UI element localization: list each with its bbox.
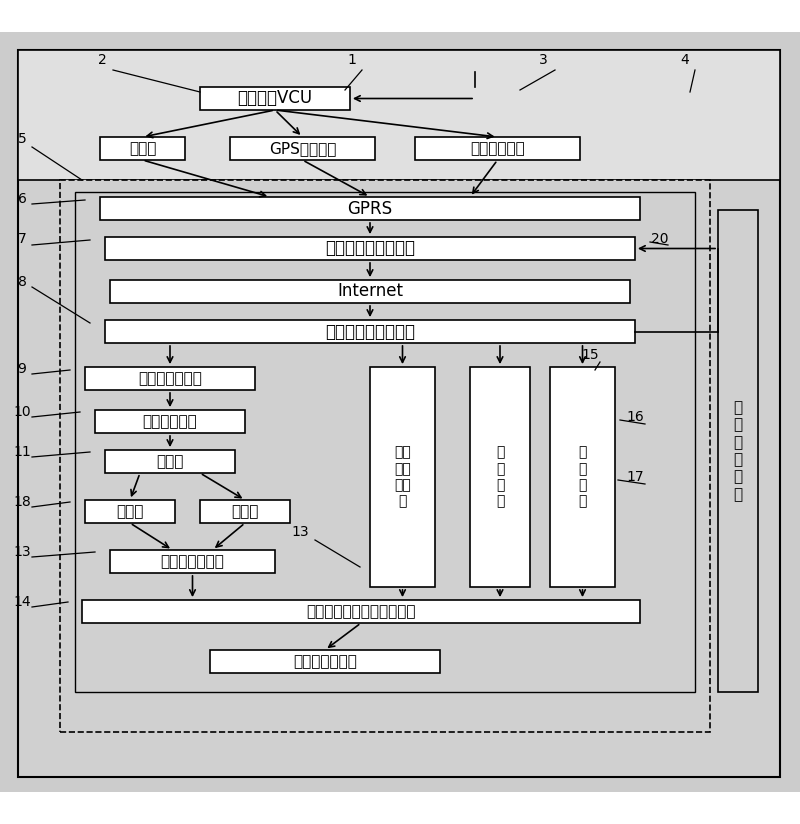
Text: 知识库管理模块: 知识库管理模块 bbox=[161, 554, 225, 569]
Bar bbox=[105, 450, 235, 473]
Bar bbox=[75, 192, 695, 692]
Text: 2: 2 bbox=[98, 53, 106, 67]
Bar bbox=[105, 237, 635, 260]
Text: 3: 3 bbox=[538, 53, 547, 67]
Text: 9: 9 bbox=[18, 362, 26, 376]
Bar bbox=[105, 320, 635, 343]
Text: Internet: Internet bbox=[337, 283, 403, 301]
Bar bbox=[415, 137, 580, 160]
Text: 20: 20 bbox=[651, 232, 669, 246]
Text: 车辆状态信号: 车辆状态信号 bbox=[470, 141, 525, 156]
Text: 13: 13 bbox=[291, 525, 309, 539]
Text: 16: 16 bbox=[626, 410, 644, 424]
Text: 6: 6 bbox=[18, 192, 26, 206]
Text: 数据库: 数据库 bbox=[156, 454, 184, 469]
Bar bbox=[370, 367, 435, 587]
Text: 8: 8 bbox=[18, 275, 26, 289]
Bar bbox=[85, 500, 175, 523]
Bar bbox=[110, 280, 630, 303]
Bar bbox=[110, 550, 275, 573]
Bar bbox=[95, 410, 245, 433]
Text: 电动汽车VCU: 电动汽车VCU bbox=[238, 90, 313, 107]
Text: 14: 14 bbox=[13, 595, 31, 609]
Bar bbox=[200, 500, 290, 523]
Text: 11: 11 bbox=[13, 445, 31, 459]
Text: 1: 1 bbox=[347, 53, 357, 67]
Text: 故障码: 故障码 bbox=[129, 141, 156, 156]
Text: 异地远程服务工作站: 异地远程服务工作站 bbox=[325, 240, 415, 258]
Bar bbox=[18, 50, 780, 180]
Text: 4: 4 bbox=[681, 53, 690, 67]
Bar bbox=[718, 210, 758, 692]
Text: 本地远程服务工作站: 本地远程服务工作站 bbox=[325, 322, 415, 340]
Text: 人一一机交互实时监控系统: 人一一机交互实时监控系统 bbox=[306, 604, 416, 619]
Text: 10: 10 bbox=[13, 405, 31, 419]
Bar bbox=[470, 367, 530, 587]
Text: 远
程
服
务
中
心: 远 程 服 务 中 心 bbox=[734, 400, 742, 502]
Text: 技术支持工程师: 技术支持工程师 bbox=[293, 654, 357, 669]
Text: GPS定位信号: GPS定位信号 bbox=[269, 141, 336, 156]
Text: 推理机: 推理机 bbox=[116, 504, 144, 519]
Text: 远
程
示
教: 远 程 示 教 bbox=[578, 446, 586, 508]
Bar bbox=[550, 367, 615, 587]
Bar bbox=[82, 600, 640, 623]
Text: 远程诊断服务器: 远程诊断服务器 bbox=[138, 371, 202, 386]
Text: 预判
断状
态提
醒: 预判 断状 态提 醒 bbox=[394, 446, 411, 508]
Text: 15: 15 bbox=[581, 348, 599, 362]
Bar bbox=[85, 367, 255, 390]
Text: 数据处理模块: 数据处理模块 bbox=[142, 414, 198, 429]
Bar bbox=[210, 650, 440, 673]
Text: 18: 18 bbox=[13, 495, 31, 509]
Bar bbox=[230, 137, 375, 160]
Bar bbox=[100, 197, 640, 220]
Text: GPRS: GPRS bbox=[347, 199, 393, 218]
Text: 知识库: 知识库 bbox=[231, 504, 258, 519]
Text: 诊
断
结
果: 诊 断 结 果 bbox=[496, 446, 504, 508]
Bar bbox=[60, 180, 710, 732]
Bar bbox=[100, 137, 185, 160]
Text: 7: 7 bbox=[18, 232, 26, 246]
Text: 13: 13 bbox=[13, 545, 31, 559]
Text: 5: 5 bbox=[18, 132, 26, 146]
Text: 17: 17 bbox=[626, 470, 644, 484]
Bar bbox=[200, 87, 350, 110]
